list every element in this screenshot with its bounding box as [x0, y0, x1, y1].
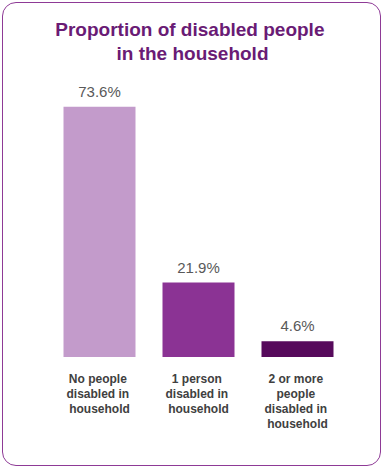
svg-text:4.6%: 4.6% [280, 317, 314, 334]
svg-text:No people: No people [69, 372, 130, 386]
svg-text:people: people [276, 387, 318, 401]
svg-text:Proportion of disabled people: Proportion of disabled people [55, 19, 329, 40]
svg-text:household: household [168, 402, 229, 416]
svg-text:disabled in: disabled in [66, 387, 132, 401]
svg-text:disabled in: disabled in [264, 402, 330, 416]
svg-text:73.6%: 73.6% [78, 83, 121, 100]
svg-text:disabled in: disabled in [165, 387, 231, 401]
svg-text:1 person: 1 person [172, 372, 225, 386]
svg-text:21.9%: 21.9% [177, 259, 220, 276]
svg-text:household: household [69, 402, 130, 416]
svg-text:household: household [267, 417, 328, 431]
svg-text:2 or more: 2 or more [268, 372, 326, 386]
svg-text:in the household: in the household [117, 43, 269, 64]
